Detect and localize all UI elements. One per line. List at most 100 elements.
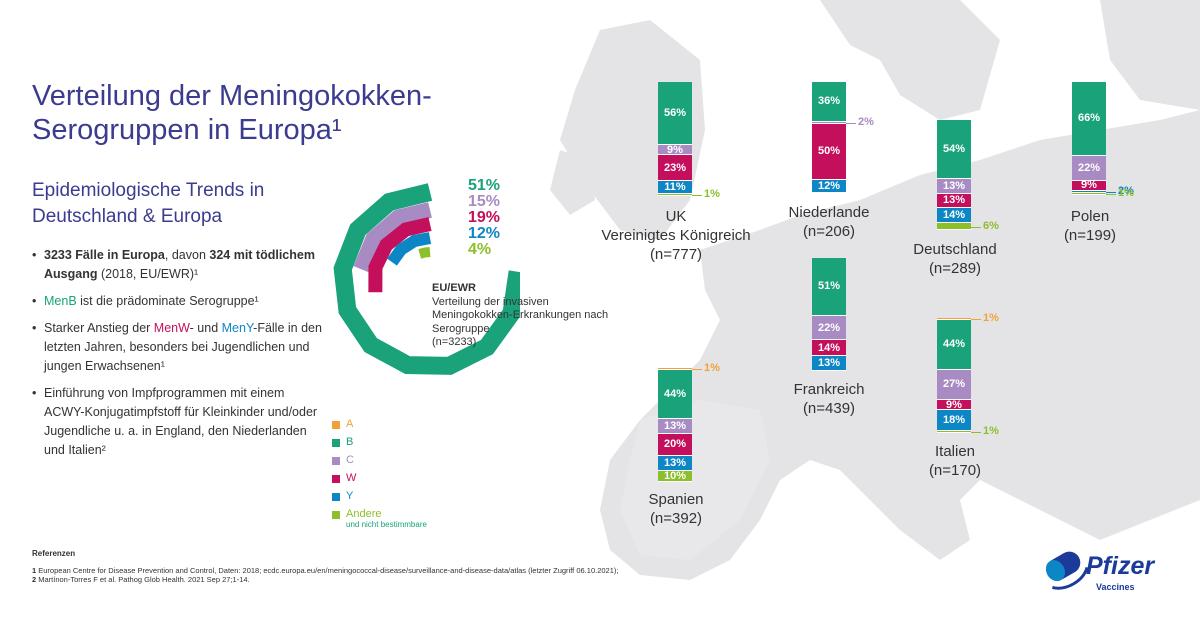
radial-bar-w: [368, 217, 432, 293]
eu-caption-text: Verteilung der invasiven Meningokokken-E…: [432, 295, 609, 335]
bullet-increase-text-2: - und: [189, 321, 222, 335]
bar-segment-andere: [1072, 192, 1106, 195]
country-name-italien: Italien (n=170): [845, 442, 1065, 480]
country-name-line: (n=439): [802, 400, 856, 417]
legend-item-b: B: [332, 436, 427, 454]
country-name-polen: Polen (n=199): [980, 207, 1200, 245]
legend-label-y: Y: [346, 490, 354, 502]
country-name-line: (n=206): [802, 223, 856, 240]
radial-bar-b: [333, 183, 520, 375]
eu-caption-n: (n=3233): [432, 336, 477, 348]
legend-item-w: W: [332, 472, 427, 490]
legend-swatch-y: [332, 493, 340, 501]
legend-label-w: W: [346, 472, 357, 484]
bar-segment-y: 14%: [937, 208, 971, 224]
bar-segment-w: 20%: [658, 433, 692, 457]
legend-swatch-a: [332, 421, 340, 429]
bar-segment-andere: [658, 193, 692, 196]
bullet-cases-text-2: (2018, EU/EWR)¹: [97, 267, 199, 281]
country-name-line: UK: [665, 208, 687, 225]
bullet-increase: Starker Anstieg der MenW- und MenY-Fälle…: [32, 319, 322, 376]
reference-1-number: 1: [32, 566, 37, 575]
legend-item-andere: Andere und nicht bestimmbare: [332, 508, 427, 529]
bar-segment-w: 23%: [658, 155, 692, 182]
references: Referenzen 1 European Centre for Disease…: [32, 549, 618, 584]
map-landmass-iberia: [620, 400, 770, 560]
legend-sublabel: und nicht bestimmbare: [346, 520, 427, 529]
bar-segment-c: [812, 121, 846, 125]
bullet-cases: 3233 Fälle in Europa, davon 324 mit tödl…: [32, 246, 322, 284]
legend-swatch-w: [332, 475, 340, 483]
bullet-menb-text: ist die prädominate Serogruppe¹: [76, 294, 259, 308]
reference-1: 1 European Centre for Disease Prevention…: [32, 566, 618, 575]
bar-leader-line-andere: [971, 431, 981, 433]
bar-segment-w: 9%: [937, 399, 971, 411]
bar-segment-b: 66%: [1072, 82, 1106, 156]
bar-leader-line-y: [1106, 191, 1116, 193]
country-name-line: (n=392): [649, 510, 703, 527]
bar-segment-y: 13%: [658, 456, 692, 471]
reference-2-text: Martínon-Torres F et al. Pathog Glob Hea…: [36, 575, 250, 584]
eu-caption-heading: EU/EWR: [432, 282, 476, 294]
country-name-line: (n=170): [928, 462, 982, 479]
legend-swatch-b: [332, 439, 340, 447]
bullet-cases-bold-1: 3233 Fälle in Europa: [44, 248, 165, 262]
radial-value-label-andere: 4%: [468, 241, 492, 258]
bar-segment-c: 13%: [658, 419, 692, 434]
map-landmass-scandinavia: [820, 0, 1000, 120]
reference-1-text: European Centre for Disease Prevention a…: [36, 566, 619, 575]
bar-segment-c: 27%: [937, 369, 971, 401]
bar-leader-line-a: [971, 319, 981, 320]
bar-segment-b: 51%: [812, 258, 846, 316]
bar-segment-c: 22%: [1072, 155, 1106, 181]
bar-segment-y: 18%: [937, 410, 971, 431]
country-name-line: Frankreich: [793, 381, 865, 398]
legend-label-c: C: [346, 454, 354, 466]
map-landmass-east: [1100, 0, 1200, 110]
bar-value-label-andere: 1%: [983, 424, 999, 437]
radial-value-label-b: 51%: [468, 177, 501, 194]
legend-item-a: A: [332, 418, 427, 436]
bar-segment-b: 56%: [658, 82, 692, 146]
reference-2-number: 2: [32, 575, 37, 584]
bar-value-label-andere: 6%: [983, 219, 999, 232]
bar-segment-b: 44%: [937, 320, 971, 370]
bar-value-label-a: 1%: [704, 362, 720, 374]
country-name-line: Niederlande: [788, 204, 870, 221]
bullet-increase-menw: MenW: [153, 321, 190, 335]
radial-value-label-c: 15%: [468, 193, 501, 210]
bar-segment-a: [937, 318, 971, 320]
bullet-cases-text-1: , davon: [164, 248, 210, 262]
bullet-vaccination: Einführung von Impfprogrammen mit einem …: [32, 384, 322, 460]
section-subtitle: Epidemiologische Trends in Deutschland &…: [32, 180, 265, 227]
legend-item-y: Y: [332, 490, 427, 508]
bar-segment-b: 54%: [937, 120, 971, 180]
reference-2: 2 Martínon-Torres F et al. Pathog Glob H…: [32, 575, 618, 584]
country-name-line: Italien: [934, 443, 976, 460]
country-name-line: (n=289): [928, 260, 982, 277]
legend-label-andere: Andere und nicht bestimmbare: [346, 508, 427, 529]
country-name-line: (n=777): [649, 246, 703, 263]
country-name-line: Deutschland: [913, 241, 997, 258]
bar-segment-y: [1072, 190, 1106, 193]
radial-bar-andere: [418, 247, 431, 259]
bar-segment-andere: [937, 223, 971, 230]
eu-radial-bar-chart: [333, 183, 520, 375]
bar-segment-w: 14%: [812, 340, 846, 357]
radial-value-label-w: 19%: [468, 209, 501, 226]
country-name-line: Polen: [1070, 208, 1110, 225]
legend-swatch-c: [332, 457, 340, 465]
bar-value-label-c: 2%: [858, 116, 874, 129]
bar-leader-line-andere: [1106, 193, 1116, 195]
country-name-niederlande: Niederlande (n=206): [719, 203, 939, 241]
eu-radial-value-labels: 51% 15% 19% 12% 4%: [468, 178, 500, 258]
bar-value-label-andere: 1%: [704, 187, 720, 200]
bar-segment-c: 13%: [937, 179, 971, 194]
trend-bullet-list: 3233 Fälle in Europa, davon 324 mit tödl…: [32, 246, 322, 468]
country-name-frankreich: Frankreich (n=439): [719, 380, 939, 418]
eu-caption: EU/EWR Verteilung der invasiven Meningok…: [432, 282, 612, 350]
bullet-menb: MenB ist die prädominate Serogruppe¹: [32, 292, 322, 311]
references-heading: Referenzen: [32, 549, 76, 558]
legend-label-b: B: [346, 436, 354, 448]
